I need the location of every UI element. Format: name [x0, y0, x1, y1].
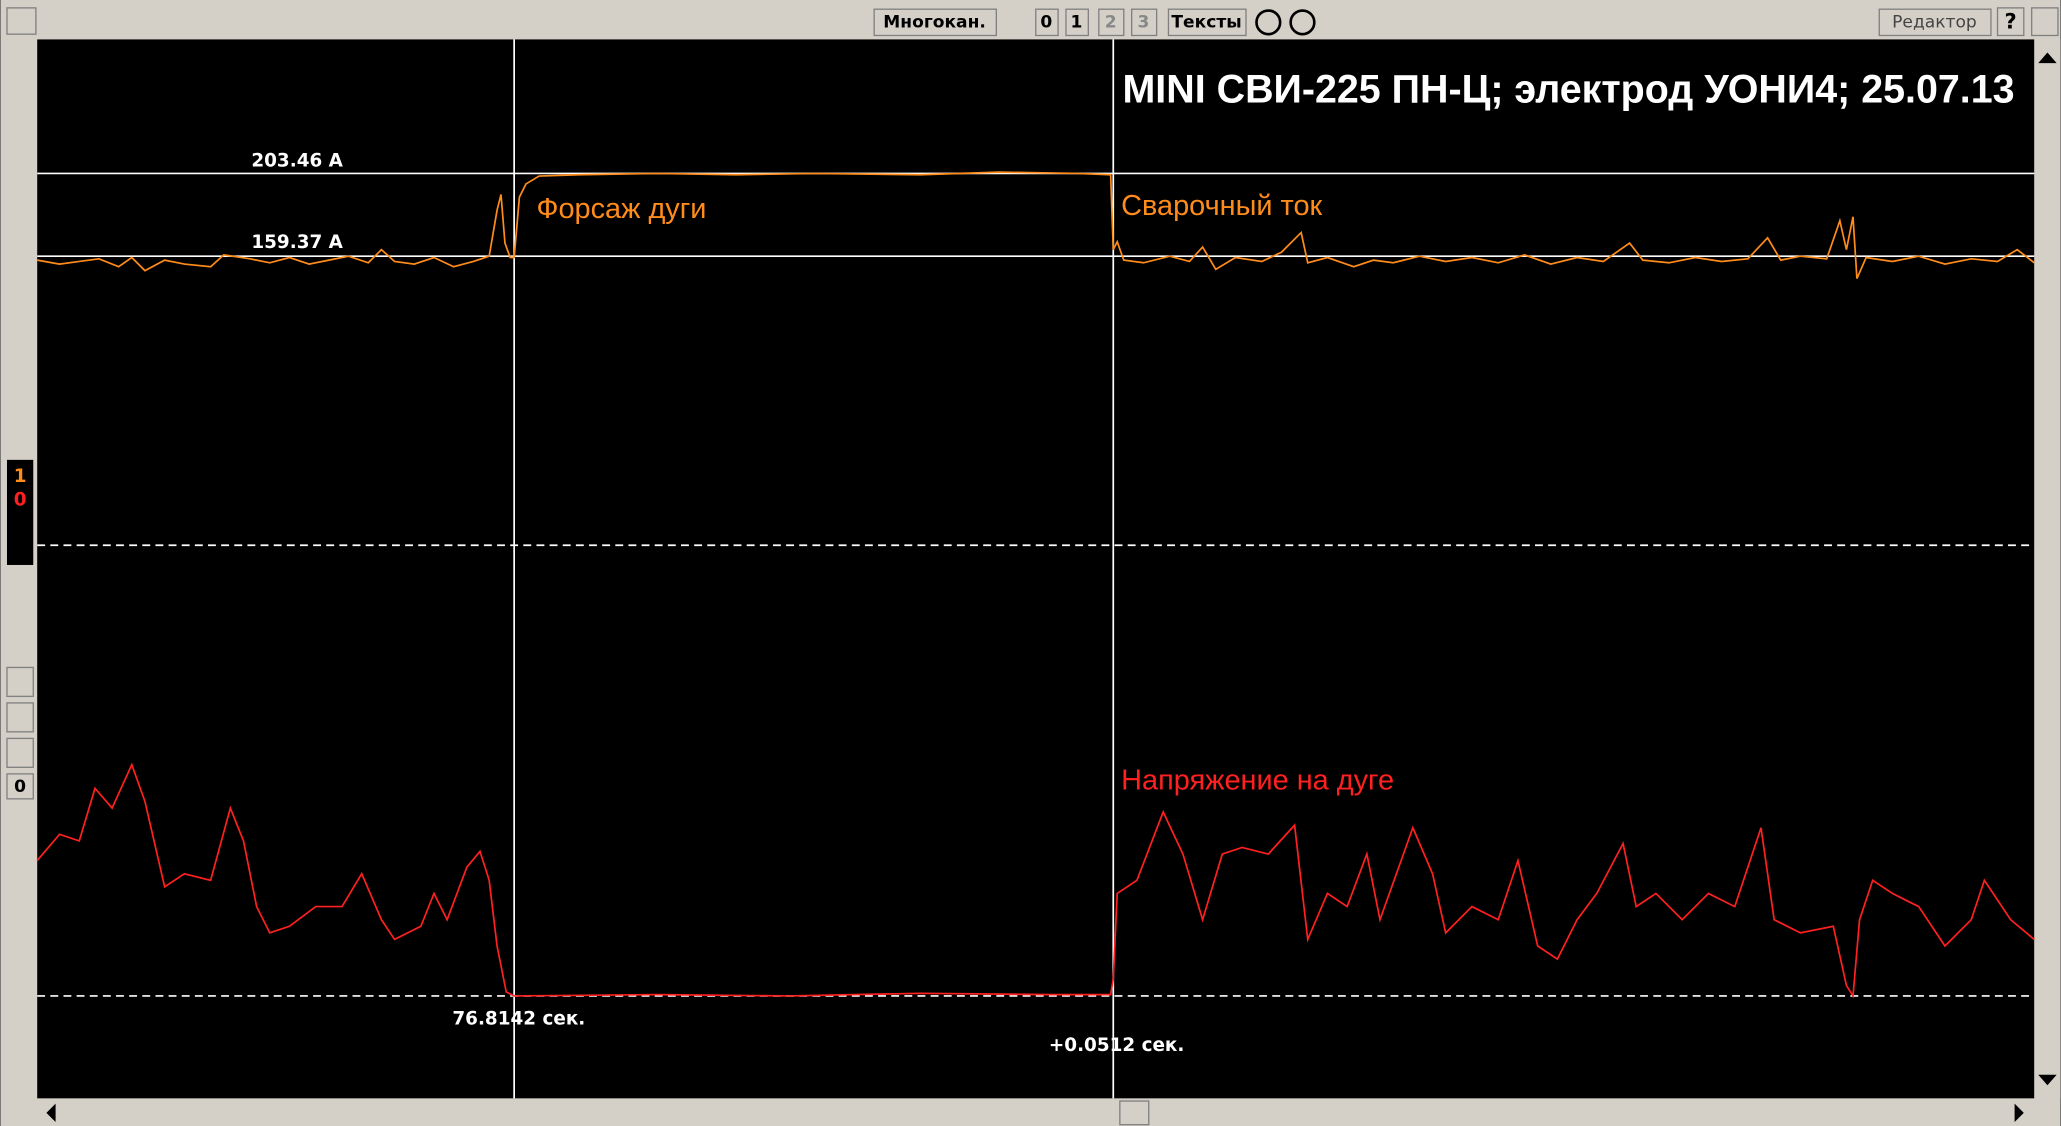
- scroll-right[interactable]: [2014, 1103, 2024, 1123]
- split-button[interactable]: [2031, 7, 2059, 37]
- plot-title: MINI СВИ-225 ПН-Ц; электрод УОНИ4; 25.07…: [1122, 67, 2014, 111]
- help-label: ?: [2005, 8, 2017, 33]
- channel-indicator-label: 0: [14, 490, 27, 511]
- texts-button[interactable]: [1167, 8, 1247, 37]
- multichannel-label: Многокан.: [883, 12, 986, 32]
- scroll-down[interactable]: [2038, 1074, 2057, 1086]
- counter-label: 0: [14, 777, 26, 797]
- horizontal-scrollbar[interactable]: [37, 1098, 2035, 1126]
- counter-box: [6, 773, 34, 800]
- scroll-left[interactable]: [46, 1103, 56, 1123]
- sidebar-button[interactable]: [6, 737, 34, 768]
- cursor-label: +0.0512 сек.: [1049, 1035, 1185, 1056]
- scroll-up[interactable]: [2038, 52, 2057, 64]
- cursor-label: 203.46 A: [251, 151, 343, 172]
- channel-label: 1: [1071, 12, 1083, 32]
- channel-indicator-label: 1: [14, 466, 27, 487]
- help-button[interactable]: [1996, 7, 2025, 37]
- channel-label: 0: [1040, 12, 1052, 32]
- sidebar-button[interactable]: [6, 702, 34, 733]
- zoom-in-button[interactable]: [1255, 9, 1282, 36]
- cursor-label: 76.8142 сек.: [452, 1009, 585, 1030]
- vertical-scrollbar[interactable]: [2034, 39, 2061, 1099]
- channel-button[interactable]: [1035, 8, 1059, 37]
- plot-area: [37, 39, 2035, 1099]
- annotation: Сварочный ток: [1121, 190, 1322, 222]
- scroll-thumb[interactable]: [1119, 1100, 1150, 1126]
- channel-indicator: [6, 459, 34, 565]
- sidebar-button[interactable]: [6, 666, 34, 698]
- channel-label: 2: [1105, 12, 1117, 32]
- channel-button[interactable]: [1131, 8, 1158, 37]
- voltage-trace: [36, 762, 2035, 999]
- current-trace: [37, 171, 2035, 279]
- channel-label: 3: [1138, 12, 1150, 32]
- annotation: Напряжение на дуге: [1121, 764, 1394, 796]
- annotation: Форсаж дуги: [536, 193, 706, 225]
- zoom-out-button[interactable]: [1289, 9, 1316, 36]
- channel-button[interactable]: [1065, 8, 1089, 37]
- menu-button[interactable]: [6, 7, 37, 35]
- multichannel-button[interactable]: [873, 8, 997, 37]
- cursor-label: 159.37 A: [251, 232, 343, 253]
- channel-button[interactable]: [1098, 8, 1125, 37]
- toolbar: Многокан. 0 1 2 3 Тексты Редактор ?: [873, 7, 2059, 37]
- texts-label: Тексты: [1171, 12, 1241, 32]
- editor-label: Редактор: [1892, 12, 1977, 32]
- editor-button[interactable]: [1878, 8, 1992, 37]
